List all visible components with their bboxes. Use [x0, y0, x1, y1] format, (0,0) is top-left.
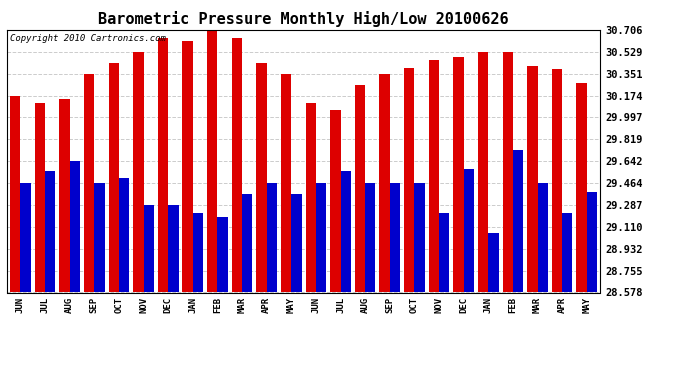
- Bar: [538, 183, 548, 292]
- Bar: [341, 171, 351, 292]
- Bar: [108, 63, 119, 292]
- Bar: [242, 194, 253, 292]
- Bar: [489, 233, 499, 292]
- Bar: [217, 217, 228, 292]
- Bar: [331, 110, 341, 292]
- Bar: [586, 192, 597, 292]
- Bar: [428, 60, 439, 292]
- Bar: [281, 74, 291, 292]
- Bar: [144, 205, 154, 292]
- Bar: [207, 30, 217, 292]
- Bar: [439, 213, 449, 292]
- Bar: [380, 74, 390, 292]
- Bar: [365, 183, 375, 292]
- Bar: [478, 52, 489, 292]
- Bar: [119, 177, 129, 292]
- Bar: [21, 183, 31, 292]
- Bar: [291, 194, 302, 292]
- Bar: [266, 183, 277, 292]
- Bar: [552, 69, 562, 292]
- Title: Barometric Pressure Monthly High/Low 20100626: Barometric Pressure Monthly High/Low 201…: [98, 12, 509, 27]
- Bar: [502, 52, 513, 292]
- Bar: [59, 99, 70, 292]
- Bar: [404, 68, 415, 292]
- Bar: [576, 82, 586, 292]
- Bar: [464, 169, 474, 292]
- Bar: [133, 52, 144, 292]
- Bar: [45, 171, 55, 292]
- Bar: [306, 103, 316, 292]
- Bar: [95, 183, 105, 292]
- Bar: [232, 38, 242, 292]
- Bar: [415, 183, 425, 292]
- Bar: [193, 213, 203, 292]
- Bar: [70, 161, 80, 292]
- Text: Copyright 2010 Cartronics.com: Copyright 2010 Cartronics.com: [10, 34, 166, 43]
- Bar: [158, 38, 168, 292]
- Bar: [390, 183, 400, 292]
- Bar: [316, 183, 326, 292]
- Bar: [355, 85, 365, 292]
- Bar: [527, 66, 538, 292]
- Bar: [513, 150, 523, 292]
- Bar: [453, 57, 464, 292]
- Bar: [10, 96, 21, 292]
- Bar: [562, 213, 573, 292]
- Bar: [84, 74, 95, 292]
- Bar: [168, 205, 179, 292]
- Bar: [256, 63, 266, 292]
- Bar: [34, 103, 45, 292]
- Bar: [182, 41, 193, 292]
